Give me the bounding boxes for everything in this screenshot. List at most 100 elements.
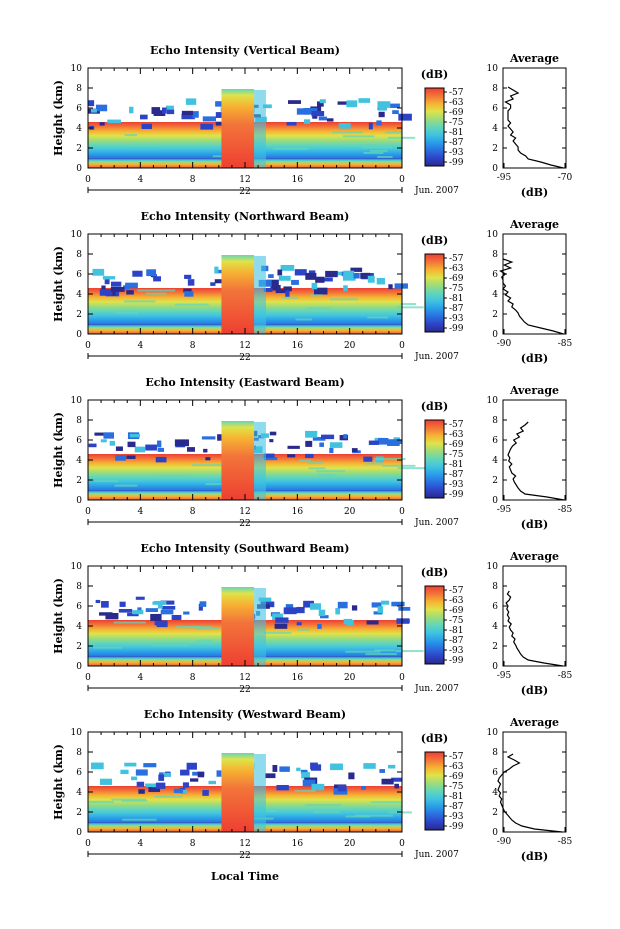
echo-streak <box>308 462 323 465</box>
echo-speckle <box>343 285 348 292</box>
echo-speckle <box>302 779 316 787</box>
x-tick-label: 0 <box>399 839 405 849</box>
echo-speckle <box>378 438 389 445</box>
echo-streak <box>395 650 424 653</box>
y-tick-label: 6 <box>76 436 82 446</box>
echo-speckle <box>265 773 276 779</box>
echo-speckle <box>379 769 386 773</box>
echo-speckle <box>280 264 295 271</box>
echo-speckle <box>351 448 358 453</box>
panel-title: Echo Intensity (Northward Beam) <box>141 210 350 223</box>
echo-streak <box>263 631 292 634</box>
x-tick-label: 12 <box>239 341 250 351</box>
panel-title: Echo Intensity (Eastward Beam) <box>145 376 344 389</box>
x-tick-label: 0 <box>399 175 405 185</box>
colorbar-tick-label: -63 <box>449 762 464 772</box>
echo-speckle <box>309 603 321 610</box>
echo-speckle <box>215 101 223 107</box>
y-tick-label: 10 <box>71 396 83 406</box>
echo-speckle <box>338 123 351 129</box>
echo-streak <box>346 144 376 147</box>
echo-speckle <box>305 453 314 458</box>
average-x-tick-label: -95 <box>497 671 512 681</box>
echo-speckle <box>88 443 97 448</box>
echo-speckle <box>388 284 393 290</box>
echo-streak <box>374 649 395 652</box>
colorbar-tick-label: -63 <box>449 430 464 440</box>
echo-speckle <box>148 786 161 792</box>
colorbar-tick-label: -93 <box>449 314 464 324</box>
echo-speckle <box>342 274 356 281</box>
echo-speckle <box>132 270 143 277</box>
echo-speckle <box>102 276 116 280</box>
x-tick-label: 8 <box>190 507 196 517</box>
colorbar-tick-label: -57 <box>449 254 464 264</box>
echo-speckle <box>326 118 334 122</box>
echo-streak <box>365 653 397 656</box>
echo-speckle <box>132 610 144 615</box>
day-label: 22 <box>239 187 250 197</box>
y-tick-label: 0 <box>76 496 82 506</box>
x-tick-label: 0 <box>399 673 405 683</box>
panel-5: Echo Intensity (Westward Beam) 0 2 4 6 8 10 0 4 8… <box>52 708 573 863</box>
echo-speckle <box>162 107 167 114</box>
colorbar-tick-label: -63 <box>449 98 464 108</box>
colorbar-tick-label: -87 <box>449 802 464 812</box>
echo-speckle <box>360 272 371 279</box>
echo-speckle <box>208 780 217 785</box>
x-tick-label: 8 <box>190 175 196 185</box>
x-tick-label: 0 <box>85 341 91 351</box>
colorbar <box>424 87 445 167</box>
colorbar-tick-label: -93 <box>449 646 464 656</box>
y-tick-label: 8 <box>76 582 82 592</box>
y-tick-label: 8 <box>76 748 82 758</box>
x-tick-label: 16 <box>292 341 304 351</box>
echo-streak <box>332 131 364 134</box>
echo-speckle <box>381 778 394 785</box>
echo-speckle <box>187 447 195 452</box>
date-label: Jun. 2007 <box>414 850 459 860</box>
echo-speckle <box>311 282 318 290</box>
echo-speckle <box>304 107 318 115</box>
echo-speckle <box>103 432 115 439</box>
echo-heatmap <box>88 753 413 832</box>
colorbar-tick-label: -99 <box>449 656 464 666</box>
colorbar-tick-label: -99 <box>449 158 464 168</box>
echo-speckle <box>325 270 338 278</box>
echo-speckle <box>92 268 105 276</box>
echo-speckle <box>129 106 134 114</box>
echo-speckle <box>110 286 125 292</box>
echo-speckle <box>157 602 163 609</box>
average-frame <box>502 399 567 501</box>
echo-speckle <box>321 434 335 440</box>
average-x-label: (dB) <box>521 352 548 365</box>
echo-speckle <box>214 266 219 274</box>
echo-speckle <box>99 289 113 296</box>
y-tick-label: 6 <box>76 768 82 778</box>
echo-speckle <box>329 447 334 454</box>
x-tick-label: 16 <box>292 507 304 517</box>
echo-speckle <box>376 120 382 126</box>
echo-speckle <box>163 772 171 777</box>
echo-speckle <box>266 279 279 286</box>
y-tick-label: 4 <box>76 622 82 632</box>
average-y-tick-label: 0 <box>492 828 498 838</box>
echo-streak <box>385 131 403 134</box>
x-tick-label: 0 <box>85 839 91 849</box>
y-tick-label: 8 <box>76 416 82 426</box>
echo-speckle <box>180 769 190 776</box>
x-tick-label: 0 <box>85 175 91 185</box>
colorbar-tick-label: -93 <box>449 148 464 158</box>
echo-speckle <box>323 277 333 282</box>
y-tick-label: 4 <box>76 290 82 300</box>
echo-speckle <box>135 596 145 600</box>
average-x-tick-label: -90 <box>497 339 512 349</box>
echo-speckle <box>95 104 108 112</box>
average-profile: Average 0 2 4 6 8 10 -95 -85 (dB) <box>487 550 573 697</box>
x-tick-label: 4 <box>137 507 143 517</box>
x-tick-label: 0 <box>85 673 91 683</box>
echo-speckle <box>210 282 216 286</box>
echo-speckle <box>317 623 322 629</box>
echo-speckle <box>361 785 366 790</box>
y-tick-label: 4 <box>76 788 82 798</box>
